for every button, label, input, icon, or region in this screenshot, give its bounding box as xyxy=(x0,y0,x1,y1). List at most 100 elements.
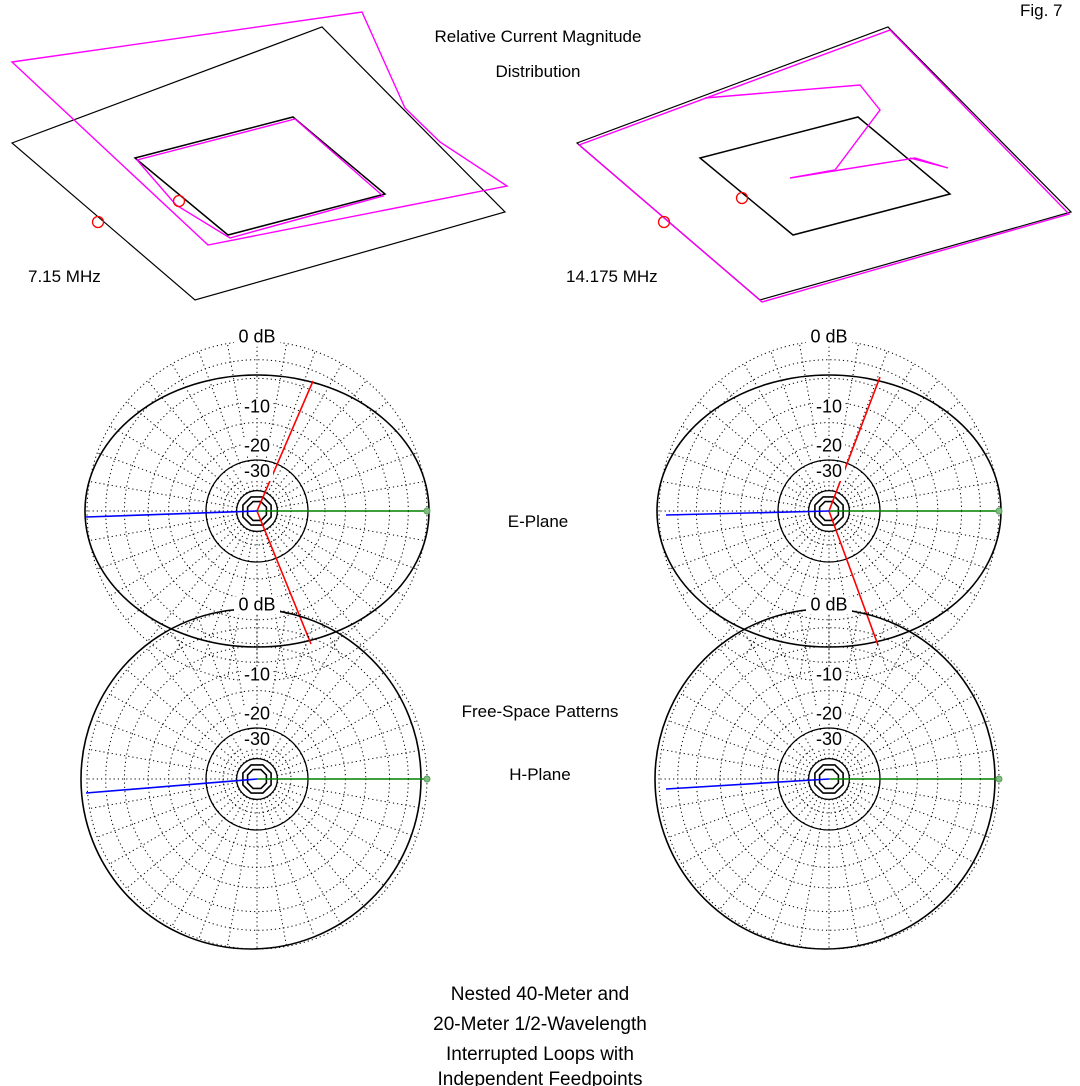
ring-label-bg xyxy=(813,705,845,724)
grid-spoke xyxy=(97,785,239,838)
ring-label: -20 xyxy=(816,704,842,724)
grid-spoke xyxy=(681,788,812,865)
loop-diagram-14mhz xyxy=(575,26,1073,303)
grid-spoke xyxy=(844,401,960,499)
source-marker-outer xyxy=(91,215,105,229)
polar-plot-h-plane-7mhz: 0 dB -10 -20 -30 xyxy=(80,595,431,950)
grid-spoke xyxy=(844,523,960,621)
inner-current-curve xyxy=(704,84,949,179)
grid-spoke xyxy=(838,631,915,762)
caption-line-4: Independent Feedpoints xyxy=(438,1069,643,1086)
inner-loop-wire xyxy=(133,116,387,236)
axis-end-marker xyxy=(423,775,431,783)
polar-plot-e-plane-14mhz: 0 dB -10 -20 -30 xyxy=(656,327,1003,682)
grid-spoke xyxy=(171,363,248,494)
grid-spoke xyxy=(844,669,960,767)
grid-spoke xyxy=(226,799,254,947)
beam-direction-line xyxy=(828,376,881,512)
grid-spoke xyxy=(661,748,809,776)
center-octagon xyxy=(818,768,840,790)
grid-spoke xyxy=(274,520,405,597)
ring-label-bg xyxy=(234,596,280,615)
grid-spoke xyxy=(171,796,248,927)
grid-spoke xyxy=(661,782,809,810)
h-plane-label: H-Plane xyxy=(509,765,570,784)
grid-spoke xyxy=(719,794,817,910)
grid-spoke xyxy=(266,528,343,659)
grid-spoke xyxy=(847,452,989,505)
grid-spoke xyxy=(275,785,417,838)
ring-label-bg xyxy=(234,328,280,347)
grid-spoke xyxy=(846,788,977,865)
grid-spoke xyxy=(743,631,820,762)
grid-spoke xyxy=(266,631,343,762)
grid-spoke xyxy=(838,363,915,494)
grid-spoke xyxy=(844,791,960,889)
ring-label: -20 xyxy=(244,436,270,456)
ring-label: -20 xyxy=(816,436,842,456)
ring-label: 0 dB xyxy=(810,595,847,615)
grid-spoke xyxy=(89,480,237,508)
grid-spoke xyxy=(681,520,812,597)
ring-label-bg xyxy=(241,666,273,685)
ring-label-bg xyxy=(241,437,273,456)
grid-spoke xyxy=(798,799,826,947)
grid-spoke xyxy=(266,363,343,494)
grid-spoke xyxy=(849,480,997,508)
grid-spoke xyxy=(171,631,248,762)
grid-spoke xyxy=(669,517,811,570)
ring-label: 0 dB xyxy=(238,327,275,347)
grid-spoke xyxy=(109,520,240,597)
caption-line-1: Nested 40-Meter and xyxy=(451,984,630,1005)
grid-spoke xyxy=(109,788,240,865)
grid-spoke xyxy=(272,669,388,767)
grid-spoke xyxy=(669,720,811,773)
caption-line-2: 20-Meter 1/2-Wavelength xyxy=(433,1014,647,1035)
grid-spoke xyxy=(275,452,417,505)
ring-label: -10 xyxy=(816,664,842,684)
current-title-line1: Relative Current Magnitude xyxy=(435,27,642,46)
grid-spoke xyxy=(266,796,343,927)
ring-label: -30 xyxy=(816,461,842,481)
center-octagon xyxy=(814,496,844,526)
grid-spoke xyxy=(109,425,240,502)
source-marker-inner xyxy=(735,191,749,205)
grid-spoke xyxy=(263,797,316,939)
grid-spoke xyxy=(743,528,820,659)
polar-plot-h-plane-14mhz: 0 dB -10 -20 -30 xyxy=(654,595,1003,950)
grid-spoke xyxy=(841,794,939,910)
reference-line xyxy=(665,778,830,790)
grid-spoke xyxy=(198,797,251,939)
ring-label: -30 xyxy=(244,729,270,749)
ring-label: -10 xyxy=(244,664,270,684)
reference-line xyxy=(85,510,258,518)
axis-end-marker xyxy=(995,775,1003,783)
grid-spoke xyxy=(847,517,989,570)
ring-label: 0 dB xyxy=(810,327,847,347)
beam-direction-line xyxy=(256,510,312,645)
grid-spoke xyxy=(109,693,240,770)
grid-spoke xyxy=(743,363,820,494)
grid-spoke xyxy=(838,796,915,927)
grid-spoke xyxy=(274,788,405,865)
outer-loop-wire xyxy=(575,26,1073,301)
ring-label-bg xyxy=(813,437,845,456)
ring-label-bg xyxy=(241,705,273,724)
grid-spoke xyxy=(698,669,814,767)
grid-spoke xyxy=(89,514,237,542)
ring-label: -10 xyxy=(816,396,842,416)
grid-spoke xyxy=(698,523,814,621)
figure-label: Fig. 7 xyxy=(1020,1,1063,20)
grid-spoke xyxy=(171,528,248,659)
grid-spoke xyxy=(669,785,811,838)
ring-label-bg xyxy=(813,463,845,481)
ring-label: -20 xyxy=(244,704,270,724)
grid-spoke xyxy=(841,648,939,764)
beam-direction-line xyxy=(256,380,314,512)
grid-spoke xyxy=(126,401,242,499)
grid-spoke xyxy=(97,720,239,773)
grid-spoke xyxy=(260,799,288,947)
grid-spoke xyxy=(770,797,823,939)
freq-label-right: 14.175 MHz xyxy=(566,267,658,286)
